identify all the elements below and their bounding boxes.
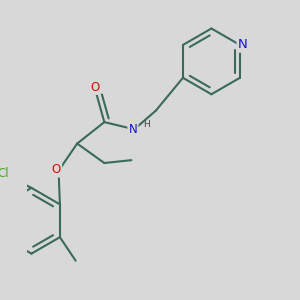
Text: N: N [238, 38, 247, 51]
Text: O: O [90, 81, 100, 94]
Text: N: N [128, 123, 137, 136]
Text: Cl: Cl [0, 167, 9, 180]
Text: O: O [52, 164, 61, 176]
Text: H: H [143, 120, 150, 129]
